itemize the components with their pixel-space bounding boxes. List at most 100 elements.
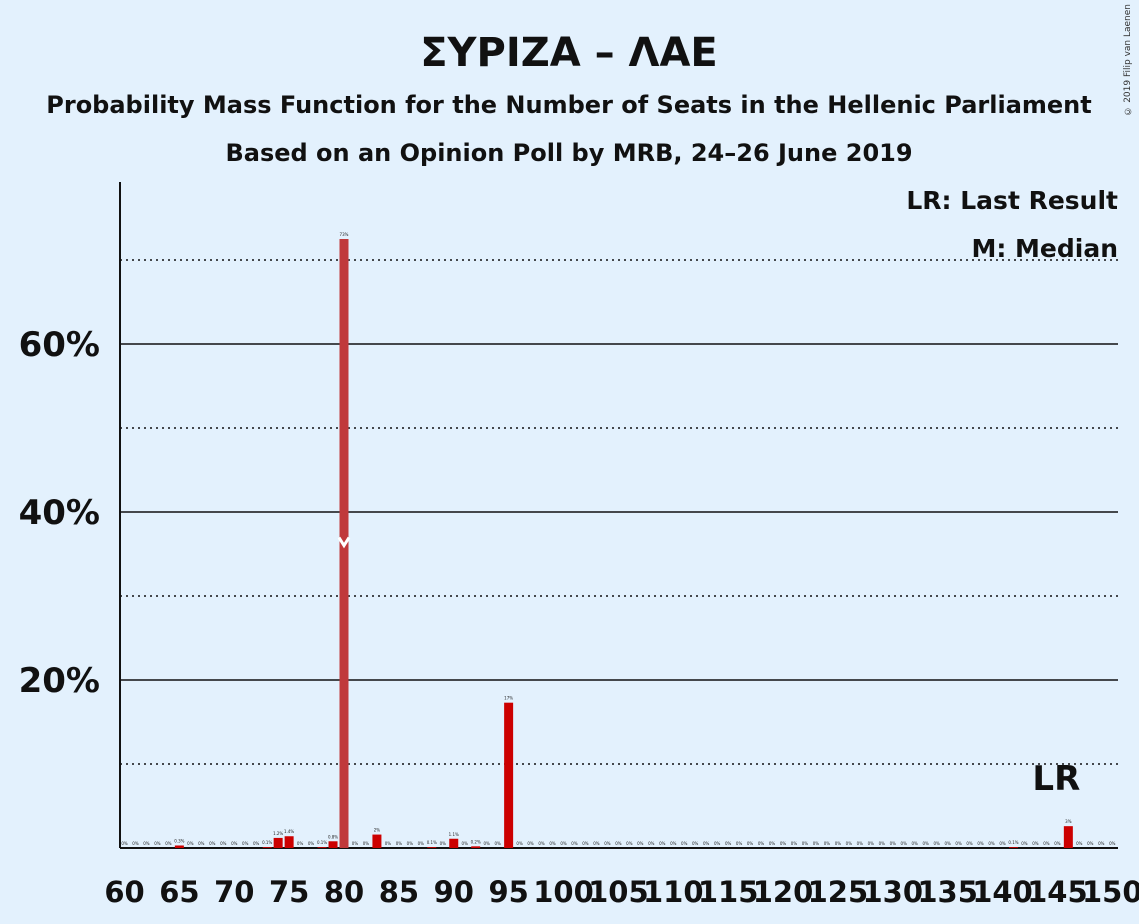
bar <box>174 845 184 848</box>
bar-value-label: 0% <box>747 841 754 846</box>
x-tick-label: 115 <box>698 875 759 909</box>
bar-value-label: 0% <box>648 841 655 846</box>
bar-value-label: 0% <box>868 841 875 846</box>
x-tick-label: 110 <box>643 875 704 909</box>
bar-value-label: 0% <box>670 841 677 846</box>
bar-value-label: 0% <box>593 841 600 846</box>
bar-value-label: 0% <box>494 841 501 846</box>
bar-value-label: 0% <box>231 841 238 846</box>
bar-value-label: 0% <box>308 841 315 846</box>
bar-value-label: 0% <box>253 841 260 846</box>
bar-value-label: 0% <box>1021 841 1028 846</box>
x-tick-label: 125 <box>808 875 869 909</box>
bar-value-label: 0% <box>483 841 490 846</box>
x-tick-label: 105 <box>588 875 649 909</box>
bar-value-label: 0% <box>1109 841 1116 846</box>
bar-value-label: 0% <box>659 841 666 846</box>
x-tick-label: 145 <box>1027 875 1088 909</box>
bar <box>284 836 294 848</box>
bar-value-label: 0% <box>922 841 929 846</box>
x-tick-label: 140 <box>972 875 1033 909</box>
bar-value-label: 0% <box>440 841 447 846</box>
y-tick-label: 40% <box>19 493 100 533</box>
x-tick-label: 90 <box>434 875 474 909</box>
bar-value-label: 0% <box>582 841 589 846</box>
legend-last-result: LR: Last Result <box>906 186 1118 215</box>
chart-subtitle-2: Based on an Opinion Poll by MRB, 24–26 J… <box>225 139 912 167</box>
x-tick-label: 65 <box>159 875 199 909</box>
bar-value-label: 0% <box>802 841 809 846</box>
bar-value-label: 1.2% <box>273 831 283 836</box>
chart-title: ΣΥΡΙΖΑ – ΛΑΕ <box>420 30 718 76</box>
bar-value-label: 0% <box>220 841 227 846</box>
bar-value-label: 0% <box>824 841 831 846</box>
bar-value-label: 0% <box>363 841 370 846</box>
bar-value-label: 1.1% <box>449 832 459 837</box>
bar-value-label: 0% <box>187 841 194 846</box>
bar-value-label: 2% <box>374 828 381 833</box>
x-tick-label: 85 <box>379 875 419 909</box>
bar-value-label: 0% <box>725 841 732 846</box>
x-tick-label: 150 <box>1082 875 1139 909</box>
legend-median: M: Median <box>971 234 1118 263</box>
bar <box>471 846 481 848</box>
bar-value-label: 0% <box>1054 841 1061 846</box>
bar-value-label: 0% <box>835 841 842 846</box>
bar-value-label: 0% <box>857 841 864 846</box>
bar-value-label: 0.1% <box>317 840 327 845</box>
bar-value-label: 0% <box>933 841 940 846</box>
bar-value-label: 0% <box>955 841 962 846</box>
bar-value-label: 0% <box>352 841 359 846</box>
bar <box>427 847 437 848</box>
bar-value-label: 0.3% <box>174 838 184 843</box>
bar-value-label: 3% <box>1065 819 1072 824</box>
bar-value-label: 0% <box>198 841 205 846</box>
bar-value-label: 0% <box>890 841 897 846</box>
bar-value-label: 0% <box>516 841 523 846</box>
bar-value-label: 0% <box>681 841 688 846</box>
bar-value-label: 0% <box>1032 841 1039 846</box>
bar-value-label: 0.1% <box>1008 840 1018 845</box>
bar-value-label: 0% <box>703 841 710 846</box>
bar-value-label: 0% <box>901 841 908 846</box>
bar-value-label: 0% <box>154 841 161 846</box>
bar-value-label: 0% <box>297 841 304 846</box>
bar-value-label: 0% <box>121 841 128 846</box>
bar-value-label: 0% <box>242 841 249 846</box>
bar-value-label: 0% <box>538 841 545 846</box>
bar-value-label: 0% <box>626 841 633 846</box>
chart-subtitle: Probability Mass Function for the Number… <box>46 91 1091 119</box>
bar-value-label: 0% <box>396 841 403 846</box>
bar-value-label: 0% <box>1076 841 1083 846</box>
bar-value-label: 0% <box>462 841 469 846</box>
bar <box>449 838 459 848</box>
bar-value-label: 0% <box>385 841 392 846</box>
bar-value-label: 1.4% <box>284 829 294 834</box>
median-marker <box>337 536 351 549</box>
bar-value-label: 0% <box>692 841 699 846</box>
bar <box>1063 826 1073 848</box>
x-tick-label: 70 <box>214 875 254 909</box>
x-tick-label: 135 <box>917 875 978 909</box>
bar-value-label: 0% <box>736 841 743 846</box>
plot-area: 20%40%60%0% 0% 0% 0% 0%0.3%0% 0% 0% 0% 0% 0% 0% 0.1… <box>19 182 1139 909</box>
bar-value-label: 0% <box>143 841 150 846</box>
bar-value-label: 0% <box>527 841 534 846</box>
bar <box>372 834 382 848</box>
y-tick-label: 20% <box>19 661 100 701</box>
bar <box>273 837 283 848</box>
bar-value-label: 0% <box>604 841 611 846</box>
bar-value-label: 0% <box>571 841 578 846</box>
x-tick-label: 130 <box>862 875 923 909</box>
bar <box>262 847 272 848</box>
bar-value-label: 0.1% <box>427 840 437 845</box>
bar-value-label: 0% <box>209 841 216 846</box>
x-tick-label: 80 <box>324 875 364 909</box>
bar-value-label: 0% <box>912 841 919 846</box>
bar-value-label: 0% <box>999 841 1006 846</box>
bar-value-label: 0% <box>418 841 425 846</box>
bar-value-label: 17% <box>504 696 513 701</box>
x-tick-label: 60 <box>104 875 144 909</box>
bar-value-label: 0% <box>407 841 414 846</box>
